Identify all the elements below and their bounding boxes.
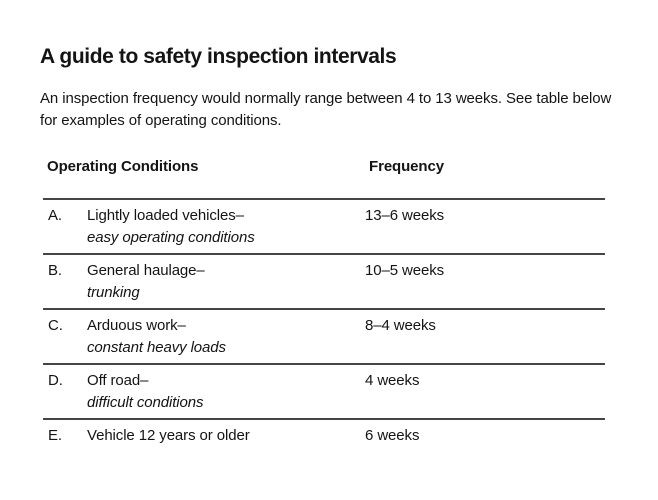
condition-detail: trunking (87, 284, 140, 301)
table-row-d: D. Off road– difficult conditions 4 week… (43, 364, 606, 419)
condition-text: Vehicle 12 years or older (87, 427, 250, 444)
table-row-b: B. General haulage– trunking 10–5 weeks (43, 254, 606, 309)
frequency-value: 6 weeks (365, 427, 420, 444)
row-letter: C. (48, 317, 63, 334)
condition-detail: easy operating conditions (87, 229, 255, 246)
page-title: A guide to safety inspection intervals (40, 45, 397, 68)
intro-paragraph: An inspection frequency would normally r… (40, 90, 612, 129)
table-body: A. Lightly loaded vehicles– easy operati… (43, 199, 606, 451)
table-header: Operating Conditions Frequency (43, 156, 605, 199)
frequency-value: 8–4 weeks (365, 317, 436, 334)
column-header-frequency: Frequency (369, 158, 444, 175)
condition-text: Arduous work– (87, 317, 186, 334)
header-row: Operating Conditions Frequency (43, 156, 605, 199)
frequency-value: 10–5 weeks (365, 262, 445, 279)
row-letter: A. (48, 207, 62, 224)
table-row-e: E. Vehicle 12 years or older 6 weeks (43, 419, 606, 451)
condition-text: Lightly loaded vehicles– (87, 207, 244, 224)
inspection-intervals-table: Operating Conditions Frequency A. Lightl… (43, 156, 606, 451)
condition-detail: difficult conditions (87, 394, 204, 411)
condition-text: Off road– (87, 372, 149, 389)
column-header-operating-conditions: Operating Conditions (47, 158, 199, 175)
condition-text: General haulage– (87, 262, 205, 279)
condition-cell: Arduous work– constant heavy loads (87, 309, 365, 364)
frequency-value: 13–6 weeks (365, 207, 445, 224)
row-letter: D. (48, 372, 63, 389)
condition-cell: Vehicle 12 years or older (87, 419, 365, 451)
frequency-value: 4 weeks (365, 372, 420, 389)
condition-cell: General haulage– trunking (87, 254, 365, 309)
row-letter: E. (48, 427, 62, 444)
table-row-c: C. Arduous work– constant heavy loads 8–… (43, 309, 606, 364)
condition-cell: Off road– difficult conditions (87, 364, 365, 419)
table-row-a: A. Lightly loaded vehicles– easy operati… (43, 199, 606, 254)
condition-detail: constant heavy loads (87, 339, 226, 356)
condition-cell: Lightly loaded vehicles– easy operating … (87, 199, 365, 254)
row-letter: B. (48, 262, 62, 279)
